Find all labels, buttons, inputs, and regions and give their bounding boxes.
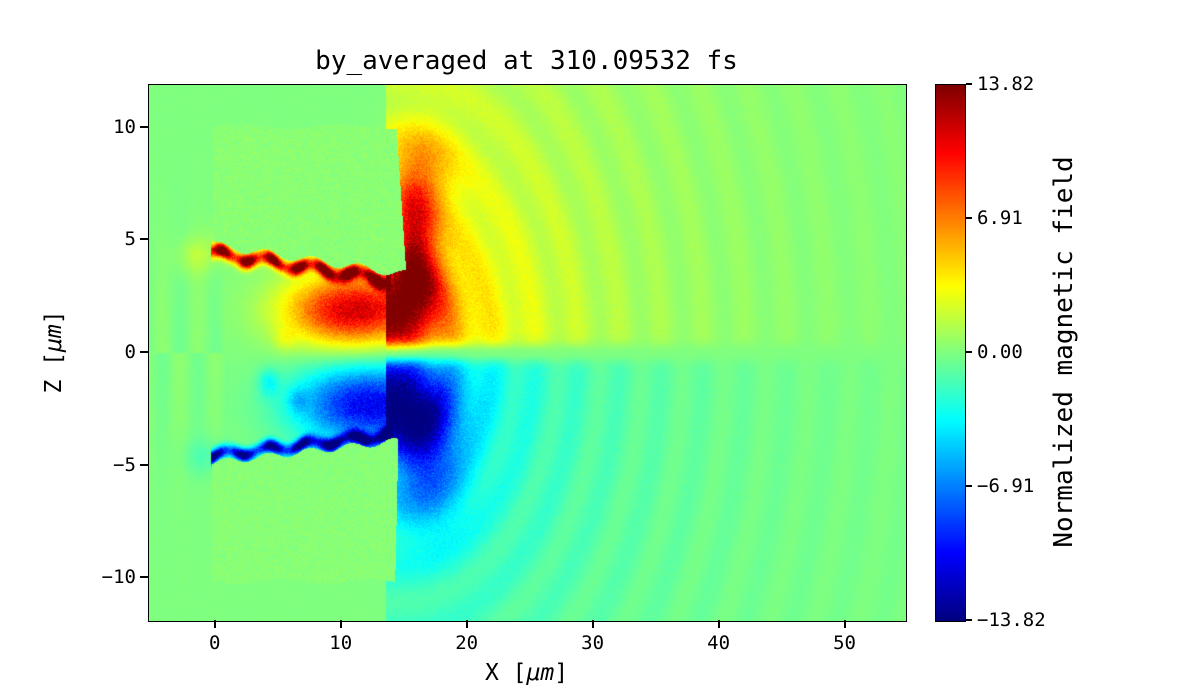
colorbar-tick-label: 0.00 xyxy=(977,341,1023,363)
x-tick-label: 0 xyxy=(209,632,221,654)
plot-title: by_averaged at 310.09532 fs xyxy=(315,46,738,76)
colorbar-tick-label: 13.82 xyxy=(977,73,1035,95)
y-tick-label: 10 xyxy=(113,115,136,138)
x-tick-mark xyxy=(213,620,216,628)
heatmap-plot-area xyxy=(148,84,907,622)
x-tick-mark xyxy=(591,620,594,628)
x-tick-mark xyxy=(717,620,720,628)
y-tick-mark xyxy=(140,238,148,241)
colorbar xyxy=(935,84,966,622)
y-tick-mark xyxy=(140,351,148,353)
colorbar-tick-mark xyxy=(966,83,972,85)
y-tick-label: 0 xyxy=(124,341,136,363)
y-axis-label-post: ] xyxy=(41,310,67,325)
x-tick-label: 40 xyxy=(707,632,731,654)
x-tick-mark xyxy=(465,620,468,628)
x-tick-label: 10 xyxy=(329,632,353,654)
colorbar-tick-label: −13.82 xyxy=(977,609,1046,631)
y-tick-mark xyxy=(140,576,148,579)
colorbar-tick-mark xyxy=(966,619,972,621)
y-axis-label: Z [μm] xyxy=(41,310,67,393)
y-tick-label: −5 xyxy=(113,453,136,476)
y-tick-label: −10 xyxy=(101,566,136,589)
y-tick-mark xyxy=(140,463,148,466)
colorbar-tick-mark xyxy=(966,485,972,487)
x-tick-mark xyxy=(843,620,846,628)
x-tick-label: 30 xyxy=(581,632,605,654)
x-axis-label-mu: μm xyxy=(526,660,555,686)
y-tick-label: 5 xyxy=(124,228,136,251)
colorbar-tick-mark xyxy=(966,217,972,219)
x-axis-label-post: ] xyxy=(554,660,569,686)
colorbar-label: Normalized magnetic field xyxy=(1049,156,1079,548)
x-tick-label: 50 xyxy=(833,632,856,654)
colorbar-tick-mark xyxy=(966,351,972,353)
x-tick-label: 20 xyxy=(455,632,479,654)
x-axis-label: X [μm] xyxy=(148,660,905,686)
colorbar-tick-label: 6.91 xyxy=(977,207,1023,229)
colorbar-canvas xyxy=(936,85,965,621)
x-tick-mark xyxy=(339,620,342,628)
x-axis-label-pre: X [ xyxy=(484,660,527,686)
heatmap-canvas xyxy=(149,85,906,621)
y-axis-label-pre: Z [ xyxy=(41,352,67,394)
y-tick-mark xyxy=(140,125,148,128)
colorbar-tick-label: −6.91 xyxy=(977,475,1035,497)
y-axis-label-mu: μm xyxy=(41,324,67,353)
